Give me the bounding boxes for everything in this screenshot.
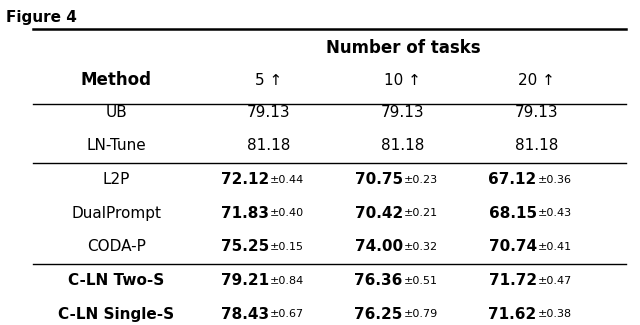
- Text: ±0.84: ±0.84: [269, 276, 304, 286]
- Text: Figure 4: Figure 4: [6, 10, 77, 25]
- Text: 70.75: 70.75: [355, 172, 403, 187]
- Text: 74.00: 74.00: [355, 240, 403, 254]
- Text: 67.12: 67.12: [488, 172, 537, 187]
- Text: ±0.36: ±0.36: [538, 175, 572, 185]
- Text: 71.62: 71.62: [488, 307, 537, 322]
- Text: C-LN Two-S: C-LN Two-S: [68, 273, 164, 288]
- Text: 70.74: 70.74: [488, 240, 537, 254]
- Text: 81.18: 81.18: [515, 138, 558, 153]
- Text: Method: Method: [81, 71, 152, 89]
- Text: ±0.32: ±0.32: [403, 242, 438, 252]
- Text: ±0.67: ±0.67: [269, 309, 304, 319]
- Text: 79.13: 79.13: [381, 105, 425, 120]
- Text: ±0.51: ±0.51: [403, 276, 438, 286]
- Text: ±0.40: ±0.40: [269, 208, 304, 218]
- Text: 20 ↑: 20 ↑: [518, 72, 555, 87]
- Text: ±0.43: ±0.43: [538, 208, 572, 218]
- Text: 81.18: 81.18: [247, 138, 291, 153]
- Text: DualPrompt: DualPrompt: [71, 206, 161, 221]
- Text: ±0.79: ±0.79: [403, 309, 438, 319]
- Text: ±0.21: ±0.21: [403, 208, 438, 218]
- Text: LN-Tune: LN-Tune: [86, 138, 146, 153]
- Text: ±0.38: ±0.38: [538, 309, 572, 319]
- Text: 78.43: 78.43: [221, 307, 269, 322]
- Text: 79.21: 79.21: [221, 273, 269, 288]
- Text: 10 ↑: 10 ↑: [385, 72, 421, 87]
- Text: 79.13: 79.13: [515, 105, 559, 120]
- Text: 5 ↑: 5 ↑: [255, 72, 283, 87]
- Text: Number of tasks: Number of tasks: [326, 39, 480, 57]
- Text: ±0.41: ±0.41: [538, 242, 572, 252]
- Text: 70.42: 70.42: [355, 206, 403, 221]
- Text: C-LN Single-S: C-LN Single-S: [58, 307, 174, 322]
- Text: 71.83: 71.83: [221, 206, 269, 221]
- Text: 75.25: 75.25: [221, 240, 269, 254]
- Text: CODA-P: CODA-P: [86, 240, 145, 254]
- Text: ±0.15: ±0.15: [269, 242, 303, 252]
- Text: 72.12: 72.12: [221, 172, 269, 187]
- Text: 81.18: 81.18: [381, 138, 424, 153]
- Text: 68.15: 68.15: [488, 206, 537, 221]
- Text: 79.13: 79.13: [247, 105, 291, 120]
- Text: ±0.44: ±0.44: [269, 175, 304, 185]
- Text: UB: UB: [105, 105, 127, 120]
- Text: L2P: L2P: [102, 172, 130, 187]
- Text: 76.25: 76.25: [355, 307, 403, 322]
- Text: ±0.47: ±0.47: [538, 276, 572, 286]
- Text: 71.72: 71.72: [488, 273, 537, 288]
- Text: 76.36: 76.36: [355, 273, 403, 288]
- Text: ±0.23: ±0.23: [403, 175, 438, 185]
